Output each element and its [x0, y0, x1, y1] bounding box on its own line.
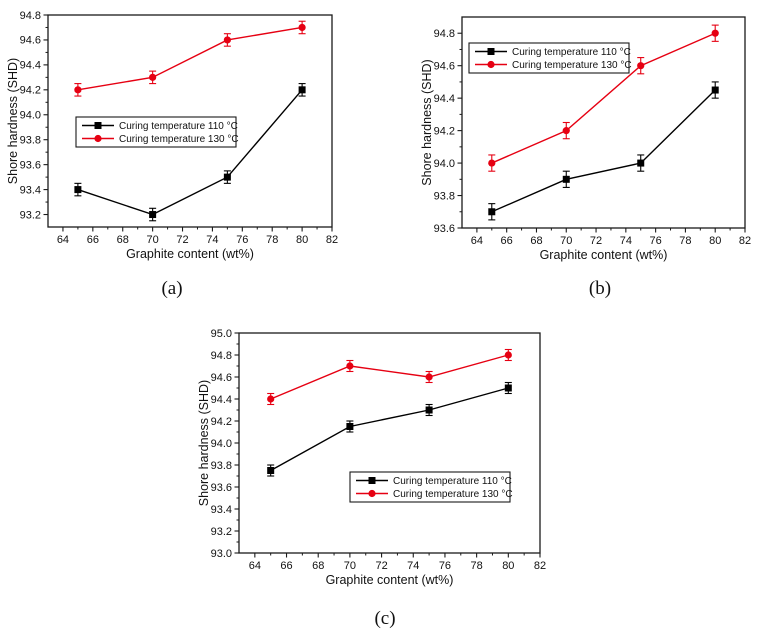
svg-text:94.2: 94.2: [20, 85, 41, 97]
svg-text:93.6: 93.6: [434, 223, 455, 235]
svg-text:93.8: 93.8: [434, 190, 455, 202]
svg-text:76: 76: [439, 560, 451, 572]
svg-text:64: 64: [249, 560, 261, 572]
svg-text:94.4: 94.4: [20, 60, 41, 72]
svg-text:64: 64: [57, 234, 69, 246]
svg-text:94.2: 94.2: [211, 416, 232, 428]
svg-text:93.8: 93.8: [20, 135, 41, 147]
svg-text:82: 82: [739, 235, 751, 247]
svg-text:Curing temperature 110 °C: Curing temperature 110 °C: [512, 47, 631, 58]
svg-text:Shore hardness (SHD): Shore hardness (SHD): [420, 59, 434, 185]
svg-text:80: 80: [296, 234, 308, 246]
svg-text:94.4: 94.4: [434, 93, 455, 105]
svg-text:94.6: 94.6: [211, 372, 232, 384]
svg-text:78: 78: [266, 234, 278, 246]
svg-text:94.0: 94.0: [20, 110, 41, 122]
panel-caption-b: (b): [588, 278, 612, 299]
legend: Curing temperature 110 °C Curing temperat…: [75, 116, 239, 148]
svg-text:94.0: 94.0: [434, 158, 455, 170]
svg-text:66: 66: [280, 560, 292, 572]
chart-panel-c: 64 66 68 70 72 74 76 78 80 82 93.0 93.2 93.4 93.6 93.8…: [196, 318, 560, 590]
svg-text:93.8: 93.8: [211, 460, 232, 472]
chart-c-canvas: 64 66 68 70 72 74 76 78 80 82 93.0 93.2 93.4 93.6 93.8…: [197, 328, 546, 587]
svg-text:74: 74: [206, 234, 218, 246]
svg-text:Graphite content (wt%): Graphite content (wt%): [126, 247, 254, 261]
svg-text:93.2: 93.2: [20, 209, 41, 221]
svg-text:94.8: 94.8: [434, 28, 455, 40]
svg-text:93.2: 93.2: [211, 526, 232, 538]
svg-text:Graphite content (wt%): Graphite content (wt%): [326, 573, 454, 587]
svg-text:Curing temperature 110 °C: Curing temperature 110 °C: [119, 121, 238, 132]
svg-text:95.0: 95.0: [211, 328, 232, 340]
svg-text:68: 68: [530, 235, 542, 247]
svg-text:68: 68: [117, 234, 129, 246]
svg-text:82: 82: [534, 560, 546, 572]
svg-text:94.4: 94.4: [211, 394, 232, 406]
svg-text:76: 76: [650, 235, 662, 247]
svg-text:72: 72: [590, 235, 602, 247]
svg-text:Shore hardness (SHD): Shore hardness (SHD): [6, 58, 20, 184]
svg-text:74: 74: [407, 560, 419, 572]
panel-caption-c: (c): [374, 608, 396, 629]
svg-text:Curing temperature 110 °C: Curing temperature 110 °C: [393, 476, 512, 487]
svg-text:Graphite content (wt%): Graphite content (wt%): [540, 248, 668, 262]
chart-panel-b: 64 66 68 70 72 74 76 78 80 82 93.6 93.8 94.0 94.2 94.4…: [408, 5, 760, 265]
svg-text:70: 70: [560, 235, 572, 247]
svg-text:94.8: 94.8: [211, 350, 232, 362]
svg-text:82: 82: [326, 234, 338, 246]
svg-text:Shore hardness (SHD): Shore hardness (SHD): [197, 380, 211, 506]
svg-text:72: 72: [176, 234, 188, 246]
svg-text:94.6: 94.6: [434, 60, 455, 72]
svg-text:68: 68: [312, 560, 324, 572]
svg-text:93.4: 93.4: [211, 504, 232, 516]
svg-text:93.6: 93.6: [211, 482, 232, 494]
svg-text:Curing temperature 130 °C: Curing temperature 130 °C: [393, 489, 513, 500]
svg-text:93.6: 93.6: [20, 159, 41, 171]
svg-text:70: 70: [147, 234, 159, 246]
legend: Curing temperature 110 °C Curing temperat…: [349, 471, 513, 503]
chart-a-canvas: 64 66 68 70 72 74 76 78 80 82 93.2 93.4 93.6 93.8 94.0…: [6, 10, 338, 261]
svg-text:Curing temperature 130 °C: Curing temperature 130 °C: [119, 134, 239, 145]
svg-text:70: 70: [344, 560, 356, 572]
svg-text:80: 80: [502, 560, 514, 572]
legend: Curing temperature 110 °C Curing temperat…: [468, 42, 632, 74]
chart-panel-a: 64 66 68 70 72 74 76 78 80 82 93.2 93.4 93.6 93.8 94.0…: [6, 5, 353, 265]
svg-text:93.0: 93.0: [211, 548, 232, 560]
svg-text:94.8: 94.8: [20, 10, 41, 22]
svg-text:Curing temperature 130 °C: Curing temperature 130 °C: [512, 60, 632, 71]
svg-text:66: 66: [501, 235, 513, 247]
svg-text:94.6: 94.6: [20, 35, 41, 47]
svg-text:94.2: 94.2: [434, 125, 455, 137]
svg-text:74: 74: [620, 235, 632, 247]
svg-text:78: 78: [679, 235, 691, 247]
svg-text:72: 72: [375, 560, 387, 572]
chart-b-canvas: 64 66 68 70 72 74 76 78 80 82 93.6 93.8 94.0 94.2 94.4…: [420, 16, 751, 262]
svg-text:80: 80: [709, 235, 721, 247]
svg-text:78: 78: [471, 560, 483, 572]
svg-text:66: 66: [87, 234, 99, 246]
svg-text:76: 76: [236, 234, 248, 246]
svg-text:93.4: 93.4: [20, 184, 41, 196]
svg-text:94.0: 94.0: [211, 438, 232, 450]
panel-caption-a: (a): [161, 278, 183, 299]
svg-text:64: 64: [471, 235, 483, 247]
